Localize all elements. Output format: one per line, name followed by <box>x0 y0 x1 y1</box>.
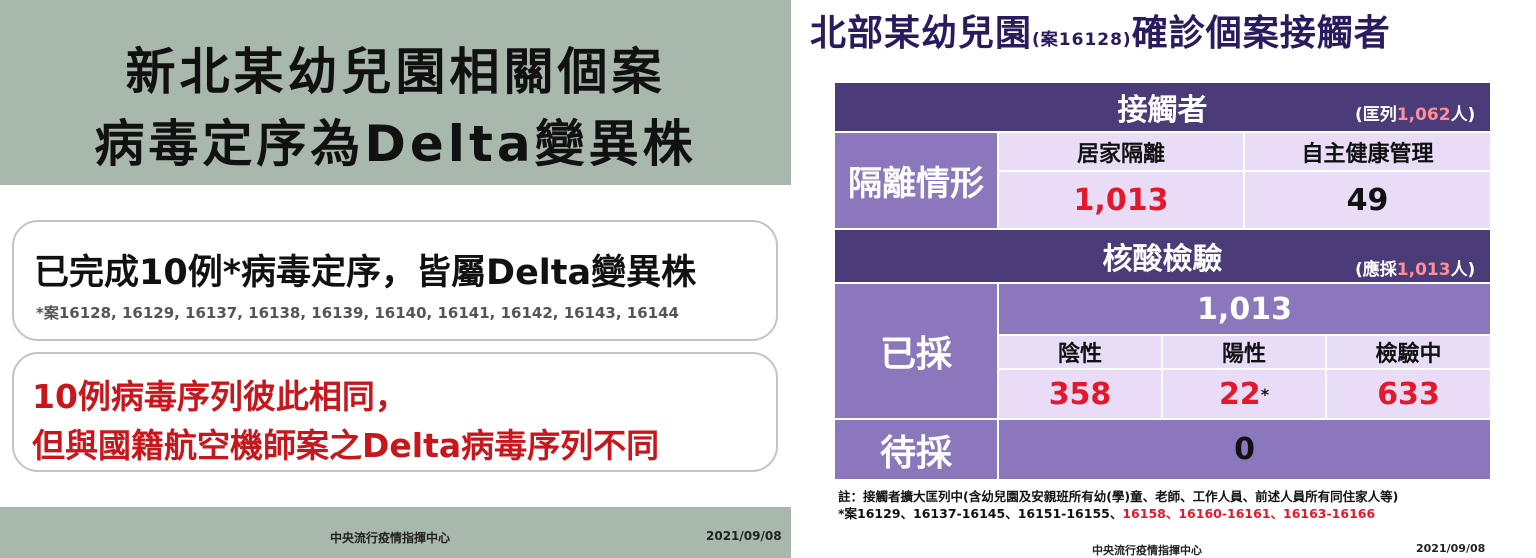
pcr-note-number: 1,013 <box>1396 260 1451 280</box>
case-list-note: *案16129、16137-16145、16151-16155、16158、16… <box>838 503 1375 522</box>
pcr-note: (應採1,013人) <box>1355 255 1475 280</box>
self-health-label: 自主健康管理 <box>1245 133 1490 170</box>
left-footer: 中央流行疫情指揮中心 2021/09/08 <box>0 507 791 558</box>
right-title-main: 北部某幼兒園 <box>810 13 1033 54</box>
footer-organization: 中央流行疫情指揮中心 <box>1092 544 1202 557</box>
self-health-value: 49 <box>1245 172 1490 228</box>
contact-note: 註：接觸者擴大匡列中(含幼兒園及安親班所有幼(學)童、老師、工作人員、前述人員所… <box>838 489 1399 504</box>
footer-date: 2021/09/08 <box>706 529 782 543</box>
case-list-prefix: *案16129、16137-16145、16151-16155、 <box>838 506 1123 521</box>
contacts-header: 接觸者 <box>1117 93 1208 128</box>
negative-value: 358 <box>999 370 1161 418</box>
pcr-header: 核酸檢驗 <box>1102 242 1223 277</box>
sequence-comparison-line2: 但與國籍航空機師案之Delta病毒序列不同 <box>32 426 660 465</box>
pending-label: 待採 <box>835 420 997 479</box>
left-title-band: 新北某幼兒園相關個案 病毒定序為Delta變異株 <box>0 0 791 185</box>
contact-table: 接觸者 (匡列1,062人) 隔離情形 居家隔離 自主健康管理 1,013 49… <box>835 83 1490 479</box>
pcr-note-pre: (應採 <box>1355 260 1397 280</box>
right-title: 北部某幼兒園(案16128)確診個案接觸者 <box>810 4 1391 56</box>
testing-label: 檢驗中 <box>1327 336 1490 368</box>
left-title-line2: 病毒定序為Delta變異株 <box>94 115 697 173</box>
sequencing-result-text: 已完成10例*病毒定序，皆屬Delta變異株 <box>34 253 697 293</box>
footer-organization: 中央流行疫情指揮中心 <box>330 531 451 545</box>
sequenced-case-list: *案16128, 16129, 16137, 16138, 16139, 161… <box>36 304 679 322</box>
footer-date: 2021/09/08 <box>1416 542 1486 555</box>
left-title-line1: 新北某幼兒園相關個案 <box>125 43 666 101</box>
sequence-comparison-line1: 10例病毒序列彼此相同， <box>32 377 408 416</box>
left-slide: 新北某幼兒園相關個案 病毒定序為Delta變異株 已完成10例*病毒定序，皆屬D… <box>0 0 791 558</box>
contacts-note: (匡列1,062人) <box>1355 100 1475 125</box>
right-title-rest: 確診個案接觸者 <box>1131 13 1391 54</box>
case-list-highlight: 16158、16160-16161、16163-16166 <box>1122 506 1376 521</box>
pcr-note-post: 人) <box>1450 260 1476 280</box>
contacts-note-post: 人) <box>1450 105 1476 125</box>
sampled-total: 1,013 <box>999 284 1490 334</box>
sequencing-result-box: 已完成10例*病毒定序，皆屬Delta變異株 *案16128, 16129, 1… <box>12 220 778 341</box>
testing-value: 633 <box>1327 370 1490 418</box>
home-quarantine-label: 居家隔離 <box>999 133 1243 170</box>
pending-value: 0 <box>999 420 1490 479</box>
isolation-label: 隔離情形 <box>835 133 997 228</box>
right-title-case: (案16128) <box>1032 30 1132 50</box>
negative-label: 陰性 <box>999 336 1161 368</box>
right-slide: 北部某幼兒園(案16128)確診個案接觸者 接觸者 (匡列1,062人) 隔離情… <box>800 0 1536 558</box>
pcr-header-row: 核酸檢驗 <box>835 230 1490 282</box>
contacts-header-row: 接觸者 <box>835 83 1490 131</box>
positive-cell: 22 * <box>1163 370 1325 418</box>
contacts-note-number: 1,062 <box>1396 105 1451 125</box>
sequence-comparison-box: 10例病毒序列彼此相同， 但與國籍航空機師案之Delta病毒序列不同 <box>12 352 778 472</box>
positive-footnote-mark: * <box>1260 384 1270 404</box>
home-quarantine-value: 1,013 <box>999 172 1243 228</box>
sampled-label: 已採 <box>835 284 997 418</box>
positive-label: 陽性 <box>1163 336 1325 368</box>
positive-value: 22 <box>1218 376 1261 412</box>
contacts-note-pre: (匡列 <box>1355 105 1397 125</box>
